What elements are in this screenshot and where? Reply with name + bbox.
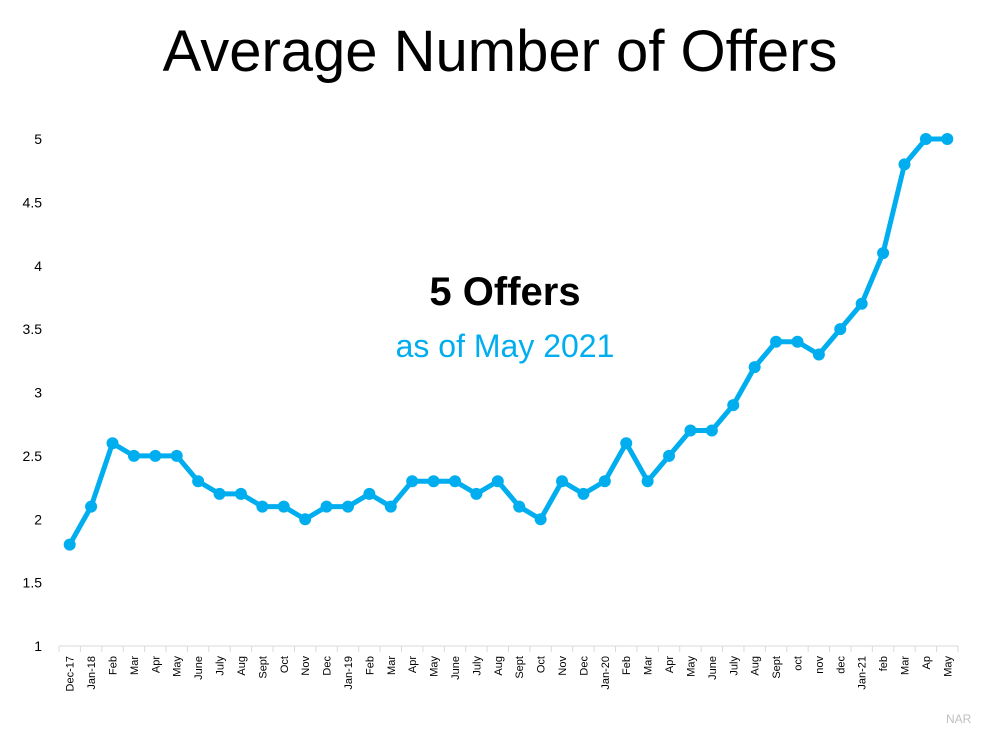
x-tick-label: Ap: [921, 656, 933, 669]
x-tick-label: Dec: [578, 656, 590, 676]
data-point: [727, 399, 740, 412]
x-tick-label: Oct: [279, 656, 291, 673]
annotation-headline: 5 Offers: [429, 270, 581, 314]
x-tick-label: Dec-17: [65, 656, 77, 691]
data-point: [299, 513, 312, 526]
y-tick-label: 1: [34, 638, 42, 654]
x-tick-label: Nov: [300, 656, 312, 676]
data-point: [491, 475, 504, 488]
x-tick-label: Mar: [386, 656, 398, 675]
x-tick-label: feb: [878, 656, 890, 671]
x-tick-label: May: [942, 656, 954, 677]
data-point: [812, 348, 825, 361]
data-point: [106, 437, 119, 450]
data-point: [63, 538, 76, 551]
x-tick-label: July: [728, 656, 740, 676]
x-tick-label: May: [172, 656, 184, 677]
x-tick-label: Sept: [771, 656, 783, 679]
data-point: [320, 500, 333, 513]
y-tick-label: 4: [34, 258, 42, 274]
x-tick-label: dec: [835, 656, 847, 674]
annotation-subtitle: as of May 2021: [395, 328, 615, 364]
x-tick-label: Sept: [257, 656, 269, 679]
x-tick-label: Jan-18: [86, 656, 98, 690]
x-tick-label: Apr: [150, 656, 162, 673]
data-point: [85, 500, 98, 513]
data-point: [513, 500, 526, 513]
x-tick-label: June: [193, 656, 205, 680]
data-point: [684, 424, 697, 437]
x-tick-label: Jan-19: [343, 656, 355, 690]
x-tick-label: Aug: [236, 656, 248, 676]
x-tick-label: Mar: [643, 656, 655, 675]
data-point: [770, 335, 783, 348]
data-point: [598, 475, 611, 488]
data-point: [791, 335, 804, 348]
data-point: [363, 487, 376, 500]
data-point: [877, 247, 890, 260]
data-point: [620, 437, 633, 450]
data-point: [556, 475, 569, 488]
x-tick-label: Feb: [364, 656, 376, 675]
y-tick-label: 4.5: [23, 194, 43, 210]
x-tick-label: Mar: [899, 656, 911, 675]
x-tick-label: June: [707, 656, 719, 680]
x-tick-label: May: [429, 656, 441, 677]
x-tick-label: May: [685, 656, 697, 677]
y-tick-label: 2: [34, 511, 42, 527]
source-label: NAR: [946, 712, 972, 726]
x-tick-label: Feb: [108, 656, 120, 675]
data-point: [534, 513, 547, 526]
x-tick-label: Jan-20: [600, 656, 612, 690]
data-point: [234, 487, 247, 500]
data-point: [277, 500, 290, 513]
data-point: [898, 158, 911, 171]
data-point: [149, 449, 162, 462]
x-tick-label: Jan-21: [857, 656, 869, 690]
data-point: [663, 449, 676, 462]
x-tick-label: Oct: [536, 656, 548, 673]
data-point: [941, 133, 954, 145]
x-tick-label: nov: [814, 656, 826, 674]
data-point: [641, 475, 654, 488]
y-tick-label: 3: [34, 385, 42, 401]
x-tick-label: June: [450, 656, 462, 680]
x-tick-label: Apr: [407, 656, 419, 673]
x-tick-label: July: [471, 656, 483, 676]
x-tick-label: Dec: [322, 656, 334, 676]
x-tick-label: Feb: [621, 656, 633, 675]
data-point: [256, 500, 269, 513]
data-point: [834, 323, 847, 336]
x-tick-label: Nov: [557, 656, 569, 676]
data-point: [427, 475, 440, 488]
data-point: [384, 500, 397, 513]
x-tick-label: Aug: [493, 656, 505, 676]
chart-title: Average Number of Offers: [162, 19, 838, 84]
data-point: [748, 361, 761, 374]
data-point: [406, 475, 419, 488]
y-tick-label: 2.5: [23, 448, 43, 464]
y-tick-label: 1.5: [23, 575, 43, 591]
data-point: [341, 500, 354, 513]
x-tick-label: Apr: [664, 656, 676, 673]
x-tick-label: oct: [792, 656, 804, 671]
data-point: [470, 487, 483, 500]
data-point: [448, 475, 461, 488]
x-tick-label: Aug: [750, 656, 762, 676]
y-tick-label: 5: [34, 131, 42, 147]
x-tick-label: Sept: [514, 656, 526, 679]
data-point: [213, 487, 226, 500]
data-point: [577, 487, 590, 500]
data-point: [192, 475, 205, 488]
data-point: [855, 297, 868, 310]
data-point: [127, 449, 140, 462]
y-tick-label: 3.5: [23, 321, 43, 337]
data-point: [919, 133, 932, 145]
data-point: [705, 424, 718, 437]
data-point: [170, 449, 183, 462]
x-tick-label: Mar: [129, 656, 141, 675]
x-tick-label: July: [215, 656, 227, 676]
